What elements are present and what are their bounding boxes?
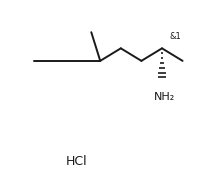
Text: &1: &1 (169, 32, 181, 41)
Text: HCl: HCl (65, 155, 87, 168)
Text: NH₂: NH₂ (154, 92, 175, 102)
